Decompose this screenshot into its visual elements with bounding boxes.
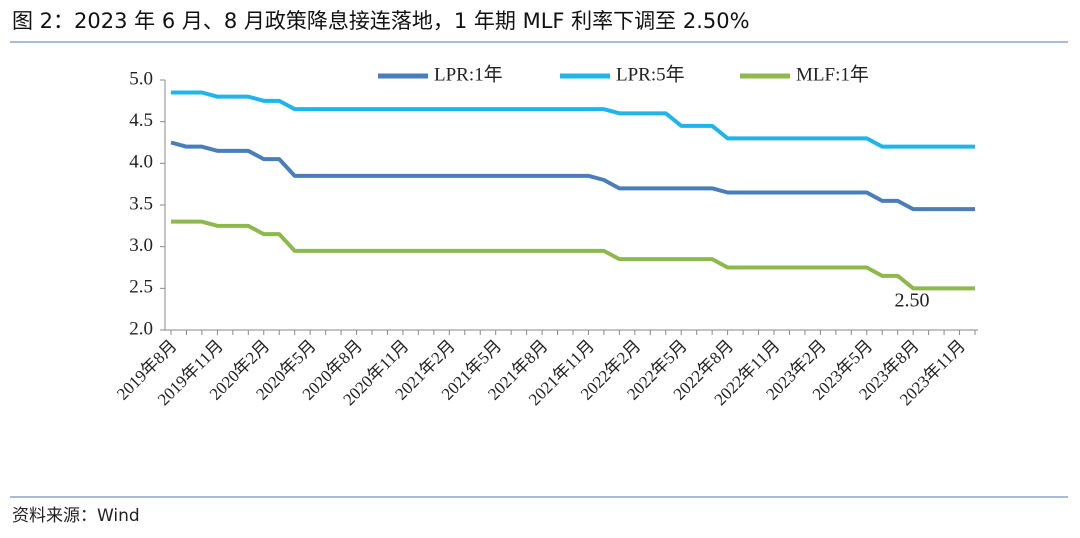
y-tick-label: 4.5 xyxy=(129,110,153,131)
source: 资料来源：Wind xyxy=(12,506,140,526)
line-series xyxy=(170,140,975,212)
line-series xyxy=(171,90,975,149)
legend-label: LPR:1年 xyxy=(434,63,503,85)
line-series xyxy=(171,219,975,291)
y-tick-label: 3.0 xyxy=(129,235,153,256)
y-tick-label: 2.0 xyxy=(129,318,153,339)
y-tick-label: 3.5 xyxy=(129,193,153,214)
y-tick-label: 4.0 xyxy=(129,152,153,173)
y-tick-label: 2.5 xyxy=(129,277,153,298)
y-tick-label: 5.0 xyxy=(129,68,153,89)
annotation: 2.50 xyxy=(895,290,930,312)
legend-label: MLF:1年 xyxy=(796,63,869,85)
chart-title: 图 2：2023 年 6 月、8 月政策降息接连落地，1 年期 MLF 利率下调… xyxy=(12,9,750,33)
legend-label: LPR:5年 xyxy=(616,63,685,85)
